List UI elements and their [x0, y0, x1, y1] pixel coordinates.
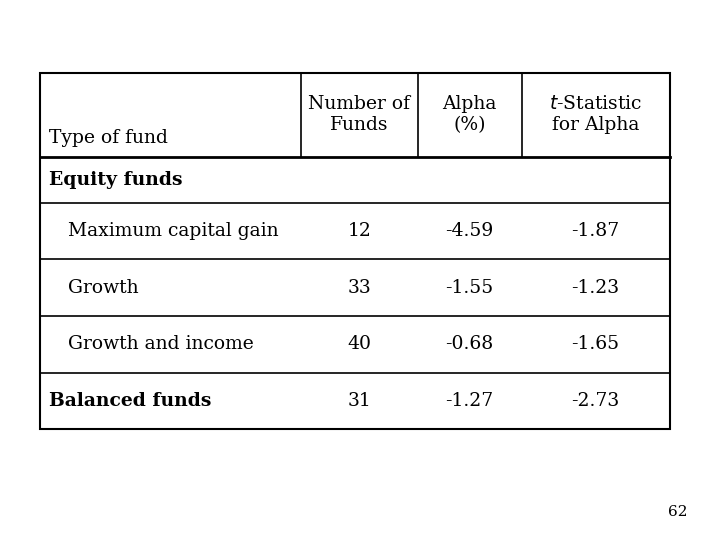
Text: Growth and income: Growth and income: [68, 335, 254, 353]
Text: -0.68: -0.68: [446, 335, 494, 353]
Text: 12: 12: [347, 222, 372, 240]
Text: Number of
Funds: Number of Funds: [308, 96, 410, 134]
Text: -2.73: -2.73: [572, 392, 620, 410]
Text: -1.23: -1.23: [572, 279, 620, 296]
Text: 31: 31: [348, 392, 372, 410]
Text: Alpha
(%): Alpha (%): [442, 96, 497, 134]
Text: -1.27: -1.27: [446, 392, 494, 410]
Text: Equity funds: Equity funds: [49, 171, 182, 188]
Text: -4.59: -4.59: [446, 222, 494, 240]
Text: -1.65: -1.65: [572, 335, 620, 353]
Text: $t$-Statistic
for Alpha: $t$-Statistic for Alpha: [549, 96, 642, 134]
Text: Balanced funds: Balanced funds: [49, 392, 212, 410]
Text: 40: 40: [347, 335, 372, 353]
Text: Type of fund: Type of fund: [49, 129, 168, 147]
Text: -1.55: -1.55: [446, 279, 494, 296]
Text: 33: 33: [348, 279, 372, 296]
Text: -1.87: -1.87: [572, 222, 620, 240]
Text: Maximum capital gain: Maximum capital gain: [68, 222, 279, 240]
Text: 62: 62: [668, 505, 688, 519]
Text: Growth: Growth: [68, 279, 139, 296]
